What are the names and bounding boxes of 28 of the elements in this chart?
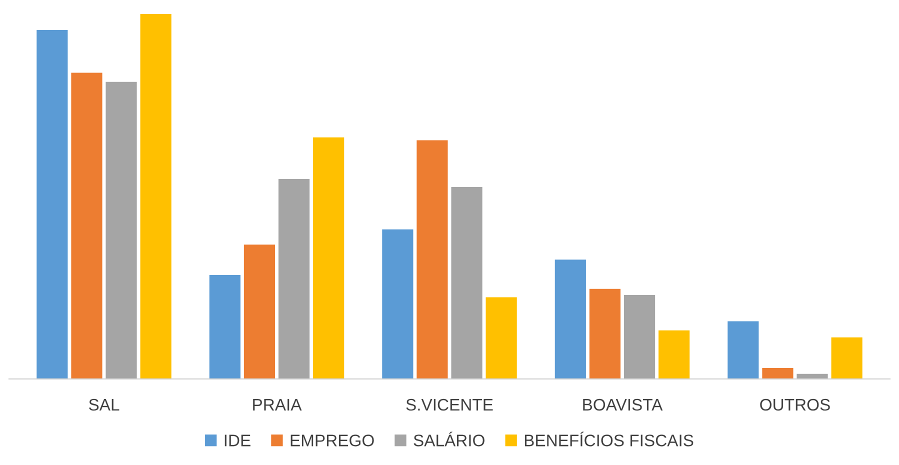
bar [486, 297, 517, 379]
bar [762, 368, 794, 379]
bar [624, 295, 656, 379]
bar [278, 178, 310, 379]
bar [589, 288, 621, 379]
x-tick-label: PRAIA [253, 399, 302, 410]
legend-label: SALÁRIO [414, 432, 484, 446]
x-tick-label: BOAVISTA [583, 398, 663, 411]
bar [244, 244, 276, 379]
bar [140, 14, 172, 379]
bar [416, 140, 448, 379]
x-tick-label: OUTROS [760, 398, 830, 411]
bar [71, 72, 102, 379]
bar [209, 274, 240, 379]
bar [313, 137, 344, 379]
x-tick-label: S.VICENTE [406, 398, 493, 411]
bar [554, 260, 586, 379]
legend-label: BENEFÍCIOS FISCAIS [524, 432, 694, 446]
bar [382, 229, 414, 379]
bar [106, 82, 137, 379]
bar [831, 337, 862, 379]
x-tick-label: SAL [89, 398, 120, 411]
bar [36, 30, 68, 379]
bar [728, 321, 759, 379]
legend-label: EMPREGO [290, 434, 374, 446]
bar [658, 330, 690, 379]
bar [451, 186, 482, 379]
legend-label: IDE [224, 434, 250, 446]
